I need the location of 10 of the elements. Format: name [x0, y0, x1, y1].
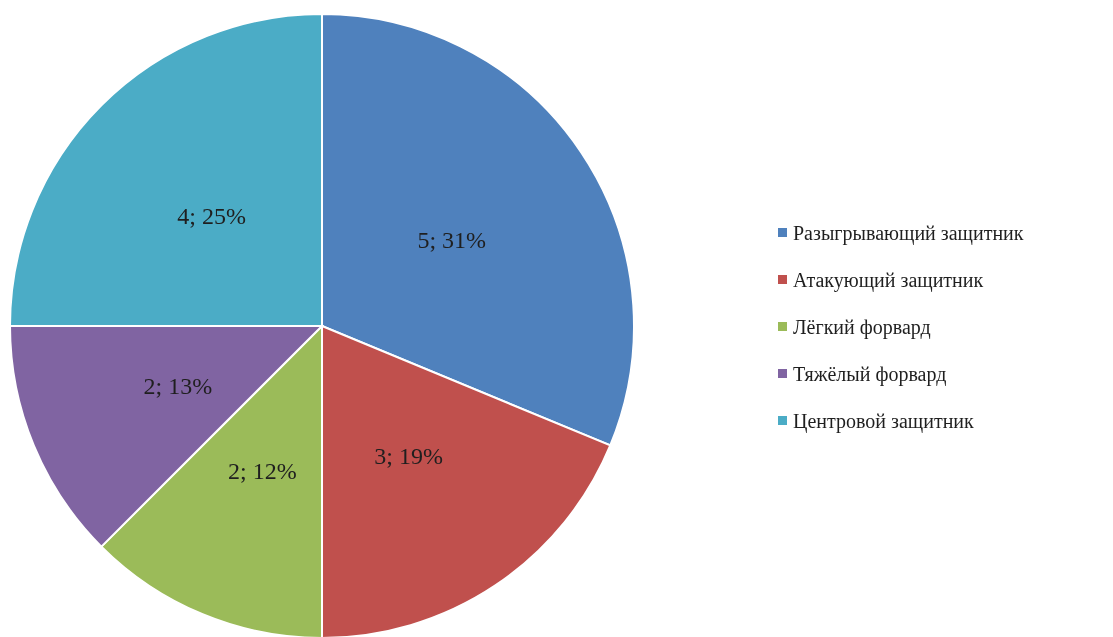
legend-label: Центровой защитник — [793, 410, 975, 433]
legend-label: Лёгкий форвард — [793, 316, 931, 339]
legend-label: Разыгрывающий защитник — [793, 222, 1024, 245]
data-label: 4; 25% — [177, 203, 247, 230]
data-label: 3; 19% — [374, 443, 443, 470]
data-label: 5; 31% — [417, 226, 487, 253]
legend-label: Тяжёлый форвард — [793, 363, 947, 386]
data-label: 2; 13% — [143, 373, 213, 400]
data-label: 2; 12% — [227, 457, 297, 484]
legend-label: Атакующий защитник — [793, 269, 984, 292]
